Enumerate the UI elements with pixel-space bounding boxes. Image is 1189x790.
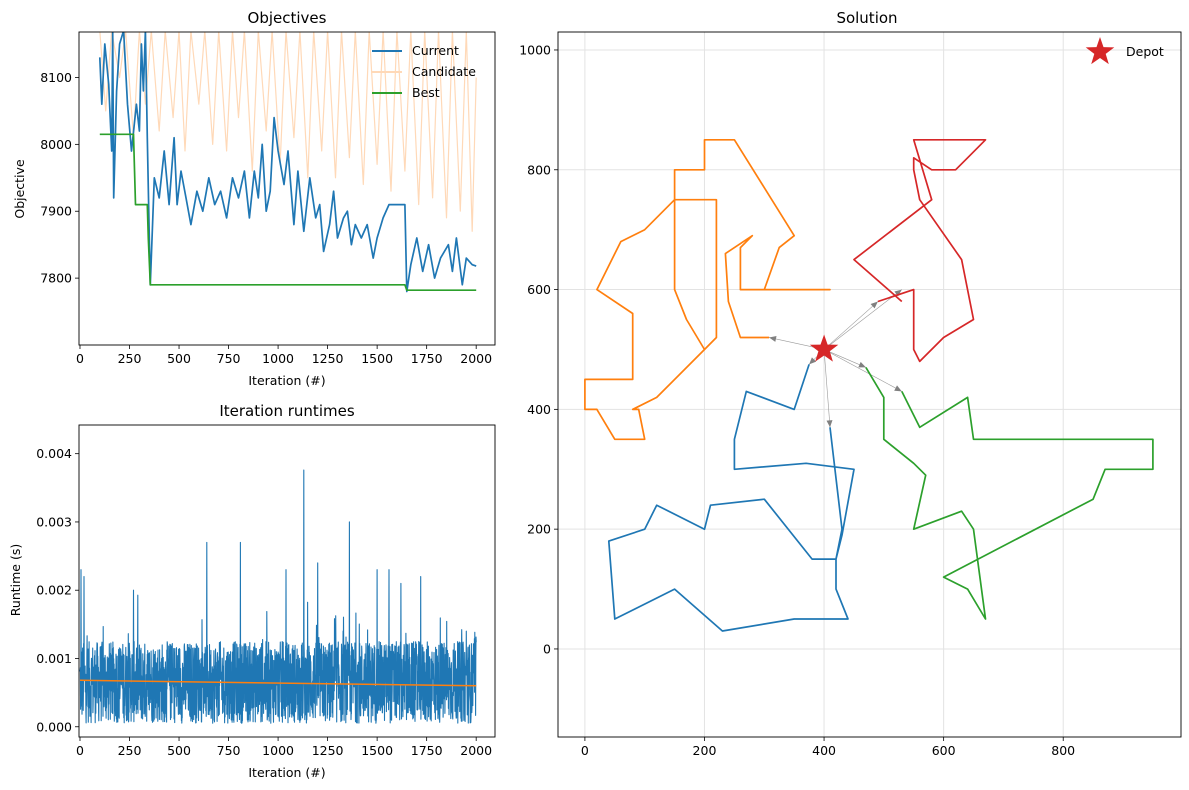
sol-ytick-label-2: 400 [527,402,551,417]
obj-ytick-label-3: 8100 [40,70,72,85]
runtimes-series-runtime [79,469,477,724]
solution-plot-area: 0 200 400 600 800 0 200 400 600 800 1000 [519,31,1182,758]
runtimes-title: Iteration runtimes [219,402,354,420]
objectives-series-candidate [99,32,477,232]
obj-xtick-label-7: 1750 [411,351,443,366]
obj-data [98,32,477,293]
rt-ytick-label-1: 0.001 [36,651,72,666]
depot-arrow-line-6 [823,349,831,428]
rt-xtick-label-8: 2000 [460,743,492,758]
legend-label-best: Best [412,85,440,100]
runtimes-panel: Iteration runtimes Iteration (#) Runtime… [8,402,496,780]
obj-frame [78,31,496,346]
legend-label-depot: Depot [1126,44,1164,59]
rt-ytick-label-4: 0.004 [36,446,72,461]
rt-xtick-label-0: 0 [76,743,84,758]
depot-arrow-head-1 [870,301,878,309]
sol-xtick-label-2: 400 [812,743,836,758]
obj-xtick-label-8: 2000 [460,351,492,366]
rt-xtick-label-4: 1000 [262,743,294,758]
obj-xtick-label-2: 500 [167,351,191,366]
sol-frame [557,31,1182,738]
depot-arrow-line-2 [823,289,902,350]
rt-data [79,469,477,724]
rt-xtick-label-7: 1750 [411,743,443,758]
solution-title: Solution [836,9,897,27]
sol-axes: 0 200 400 600 800 0 200 400 600 800 1000 [519,31,1182,758]
objectives-plot-area: 0 250 500 750 1000 1250 1500 1750 2000 7800 7900 80… [40,31,496,366]
objectives-legend: Current Candidate Best [372,43,476,100]
sol-ytick-label-0: 0 [543,641,551,656]
obj-xtick-label-4: 1000 [262,351,294,366]
runtimes-ylabel: Runtime (s) [8,544,23,616]
objectives-series-best [99,133,477,292]
depot-arrow-head-6 [826,420,833,428]
runtimes-series-trend [79,679,477,687]
obj-xtick-label-5: 1250 [312,351,344,366]
rt-frame [78,424,496,738]
depot-marker [809,334,839,362]
depot-arrow-head-3 [858,361,866,368]
depot-arrow-line-3 [823,349,867,368]
sol-xtick-label-1: 200 [693,743,717,758]
solution-legend: Depot [1085,37,1164,65]
objectives-title: Objectives [248,9,327,27]
sol-data [584,138,1154,632]
route-4 [607,364,855,632]
obj-ytick-label-1: 7900 [40,204,72,219]
obj-xtick-label-0: 0 [76,351,84,366]
rt-xtick-label-5: 1250 [312,743,344,758]
objectives-ylabel: Objective [12,159,27,219]
rt-xtick-label-3: 750 [217,743,241,758]
rt-ytick-label-2: 0.002 [36,583,72,598]
sol-ytick-label-4: 800 [527,162,551,177]
obj-axes: 0 250 500 750 1000 1250 1500 1750 2000 7800 7900 80… [40,31,496,366]
legend-depot-star [1085,37,1115,65]
objectives-panel: Objectives Iteration (#) Objective 0 250 5… [12,9,496,388]
legend-label-candidate: Candidate [412,64,476,79]
solution-panel: Solution 0 200 400 600 80002004006008001000 … [519,9,1182,758]
obj-xtick-label-6: 1500 [361,351,393,366]
sol-xtick-label-3: 600 [932,743,956,758]
runtimes-plot-area: 0 250 500 750 1000 1250 1500 1750 2000 0.000 0.001… [36,424,496,758]
depot-arrow-line-1 [823,301,879,350]
legend-label-current: Current [412,43,459,58]
depot-arrow-line-4 [823,349,902,392]
objectives-xlabel: Iteration (#) [248,373,325,388]
route-1 [584,138,831,441]
sol-ytick-label-3: 600 [527,282,551,297]
sol-xtick-label-0: 0 [581,743,589,758]
rt-xtick-label-1: 250 [118,743,142,758]
route-3 [865,366,1154,620]
objectives-series-current [98,32,477,293]
rt-ytick-label-0: 0.000 [36,719,72,734]
rt-xtick-label-6: 1500 [361,743,393,758]
sol-xtick-label-4: 800 [1051,743,1075,758]
runtimes-xlabel: Iteration (#) [248,765,325,780]
rt-xtick-label-2: 500 [167,743,191,758]
sol-ytick-label-1: 200 [527,522,551,537]
route-2 [853,138,987,363]
rt-ytick-label-3: 0.003 [36,514,72,529]
sol-ytick-label-5: 1000 [519,42,551,57]
obj-ytick-label-0: 7800 [40,271,72,286]
depot-arrow-head-4 [894,385,902,392]
rt-axes: 0 250 500 750 1000 1250 1500 1750 2000 0.000 0.001… [36,424,496,758]
depot-arrow-head-2 [894,289,902,297]
depot-arrow-head-0 [769,336,777,342]
obj-ytick-label-2: 8000 [40,137,72,152]
obj-xtick-label-3: 750 [217,351,241,366]
obj-xtick-label-1: 250 [118,351,142,366]
depot-arrow-head-5 [809,357,817,365]
legend-depot-star-shape [1085,37,1115,65]
